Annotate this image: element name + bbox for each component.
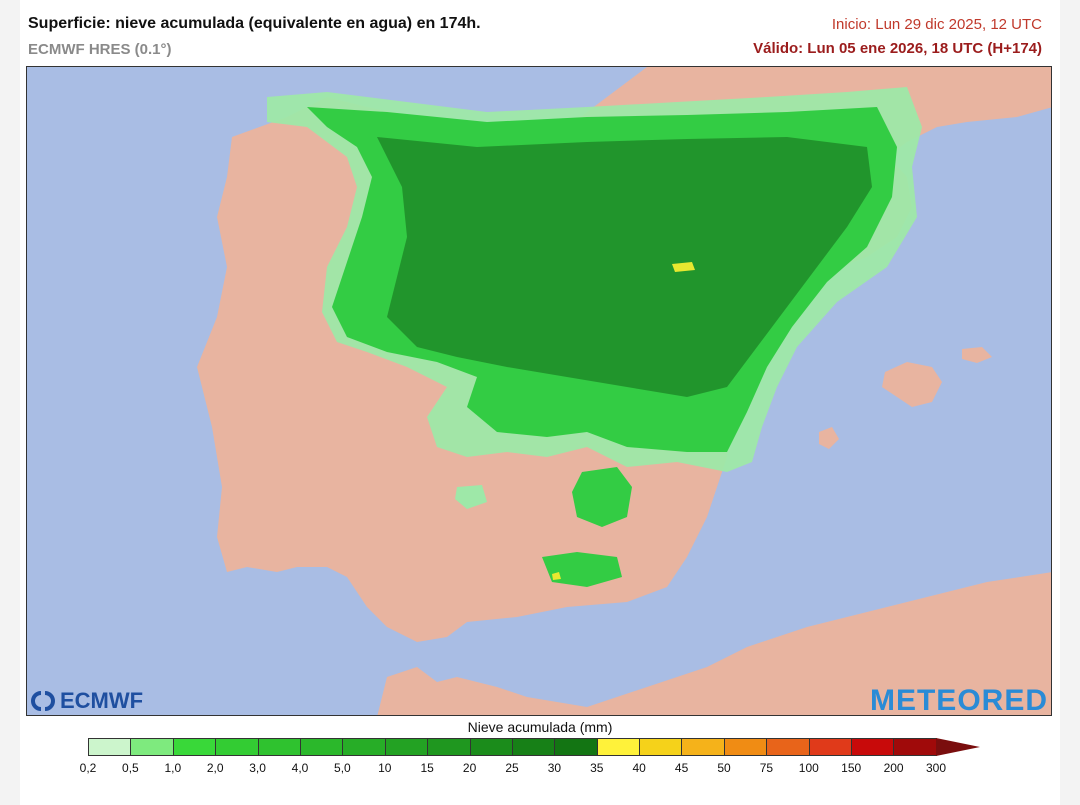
- ecmwf-mark-icon: [30, 690, 56, 712]
- legend-tick-label: 30: [547, 761, 562, 775]
- legend-tick-label: 100: [798, 761, 819, 775]
- legend-tick-label: 200: [883, 761, 904, 775]
- legend-overflow-arrow: [935, 738, 980, 756]
- legend-swatch: [596, 738, 641, 756]
- snow-patch-west: [455, 485, 487, 509]
- map-title: Superficie: nieve acumulada (equivalente…: [28, 15, 481, 32]
- legend-swatch: [893, 738, 937, 756]
- legend-swatch: [851, 738, 895, 756]
- legend-tick-label: 4,0: [291, 761, 309, 775]
- legend-swatch: [723, 738, 768, 756]
- ecmwf-logo-text: ECMWF: [60, 688, 144, 713]
- snow-peak-2: [552, 572, 561, 580]
- legend-tick-label: 20: [462, 761, 477, 775]
- legend-tick-label: 75: [759, 761, 774, 775]
- snow-patch-south-2: [542, 552, 622, 587]
- init-time: Inicio: Lun 29 dic 2025, 12 UTC: [831, 16, 1042, 33]
- land-africa: [377, 572, 1051, 715]
- legend-swatch: [639, 738, 683, 756]
- legend-tick-label: 35: [590, 761, 604, 775]
- legend-swatch: [257, 738, 301, 756]
- meteored-logo: METEORED: [869, 684, 1048, 717]
- valid-time: Válido: Lun 05 ene 2026, 18 UTC (H+174): [753, 40, 1042, 57]
- legend-swatch: [554, 738, 598, 756]
- legend-tick-label: 25: [505, 761, 519, 775]
- legend-tick-label: 300: [925, 761, 947, 775]
- land-menorca: [962, 347, 992, 363]
- legend-tick-label: 1,0: [164, 761, 182, 775]
- legend-tick-label: 40: [632, 761, 646, 775]
- legend-tick-label: 0,5: [122, 761, 139, 775]
- legend-tick-label: 45: [674, 761, 689, 775]
- snow-map: [26, 66, 1052, 716]
- legend-swatch: [469, 738, 513, 756]
- legend-tick-label: 3,0: [249, 761, 266, 775]
- map-svg: [27, 67, 1051, 715]
- legend-tick-label: 150: [841, 761, 862, 775]
- legend-ticks: 0,2 0,5 1,0 2,0 3,0 4,0 5,0 10 15 20 25 30 35 40 45 50 7…: [0, 761, 1080, 781]
- ecmwf-logo: ECMWF: [30, 688, 143, 714]
- legend-title: Nieve acumulada (mm): [467, 719, 613, 735]
- legend-swatch: [384, 738, 429, 756]
- land-ibiza: [819, 427, 839, 449]
- legend-swatch: [342, 738, 386, 756]
- land-mallorca: [882, 362, 942, 407]
- snow-peak-1: [672, 262, 695, 272]
- legend-swatch: [681, 738, 725, 756]
- legend-swatch: [808, 738, 853, 756]
- legend-swatch: [766, 738, 810, 756]
- legend-tick-label: 2,0: [206, 761, 224, 775]
- legend-tick-label: 0,2: [79, 761, 97, 775]
- legend-swatch: [511, 738, 556, 756]
- legend-swatch: [299, 738, 344, 756]
- legend-swatch: [215, 738, 259, 756]
- legend-tick-label: 10: [378, 761, 392, 775]
- legend-swatch: [172, 738, 217, 756]
- legend-tick-label: 5,0: [334, 761, 351, 775]
- legend-swatch: [427, 738, 471, 756]
- snow-dark: [377, 137, 872, 397]
- legend-tick-label: 15: [420, 761, 434, 775]
- model-label: ECMWF HRES (0.1°): [28, 41, 172, 58]
- snow-patch-south-1: [572, 467, 632, 527]
- legend-tick-label: 50: [717, 761, 731, 775]
- legend-swatch: [130, 738, 174, 756]
- legend-colorbar: [88, 738, 980, 756]
- legend-swatch: [88, 738, 132, 756]
